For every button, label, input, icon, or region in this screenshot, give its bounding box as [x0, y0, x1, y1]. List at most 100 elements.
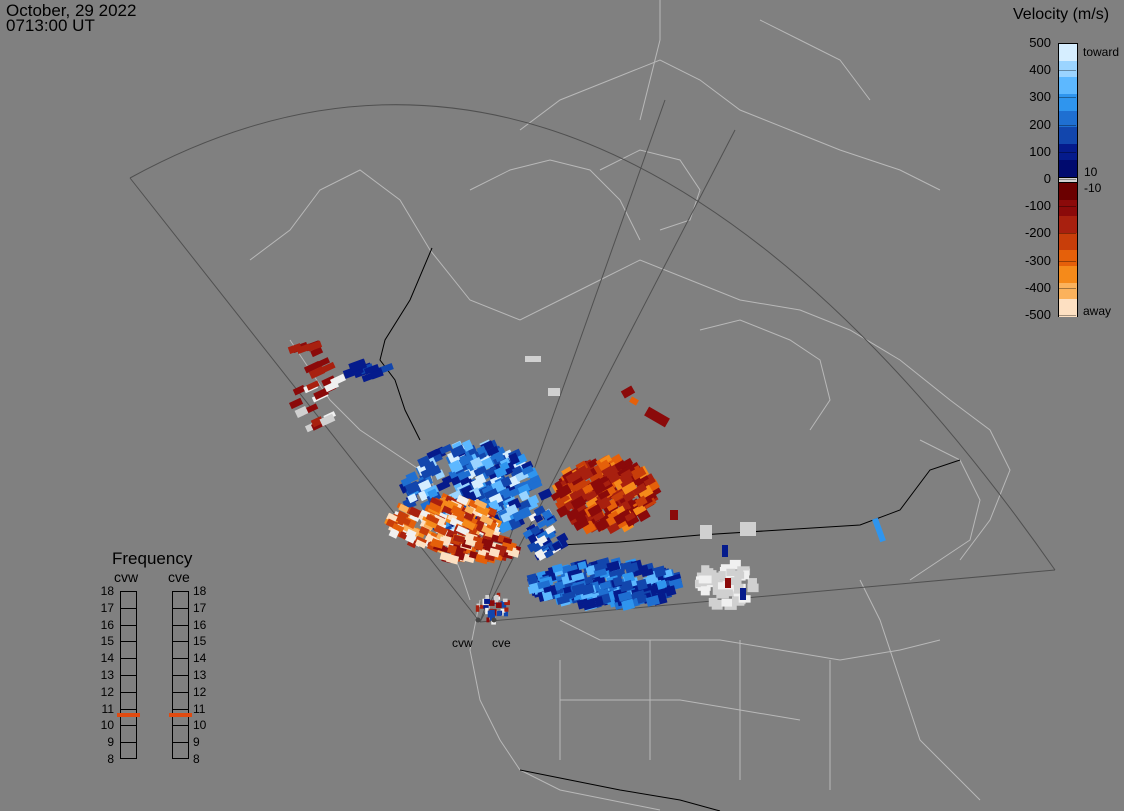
- colorbar-tick: [1058, 260, 1076, 262]
- echo-cell: [625, 514, 640, 528]
- echo-cell: [427, 488, 439, 499]
- echo-cell: [733, 570, 744, 578]
- echo-cell: [288, 397, 304, 410]
- colorbar-tick-label: -200: [1024, 225, 1051, 241]
- colorbar-segment: [1059, 44, 1077, 62]
- echo-cell: [636, 578, 648, 591]
- echo-cell: [723, 589, 736, 597]
- colorbar-segment: [1059, 143, 1077, 161]
- echo-cell: [708, 597, 718, 607]
- colorbar-tick: [1058, 97, 1076, 99]
- echo-cell: [607, 560, 621, 572]
- echo-cell: [324, 380, 340, 393]
- echo-cell: [622, 490, 635, 503]
- echo-cell: [398, 503, 410, 514]
- echo-cell: [533, 505, 546, 517]
- frequency-gridline: [120, 641, 137, 643]
- echo-cell: [653, 565, 667, 578]
- echo-cell: [698, 575, 712, 584]
- echo-cell: [592, 510, 605, 522]
- colorbar-tick-label: -400: [1024, 279, 1051, 295]
- echo-cell: [493, 466, 508, 479]
- velocity-echoes: [287, 340, 886, 625]
- echo-cell: [632, 503, 647, 516]
- echo-cell: [647, 484, 662, 498]
- echo-cell: [645, 595, 660, 607]
- echo-cell: [427, 502, 442, 513]
- echo-cell: [555, 483, 573, 499]
- echo-cell: [306, 380, 320, 391]
- colorbar-title: Velocity (m/s): [1013, 6, 1110, 23]
- echo-cell: [474, 516, 486, 527]
- echo-cell: [715, 572, 725, 580]
- frequency-gridline: [120, 607, 137, 609]
- echo-cell: [479, 604, 486, 609]
- echo-cell: [722, 545, 728, 557]
- echo-cell: [445, 553, 460, 565]
- echo-cell: [398, 515, 411, 526]
- echo-cell: [418, 526, 430, 536]
- echo-cell: [740, 522, 756, 536]
- echo-cell: [348, 358, 367, 373]
- echo-cell: [612, 576, 624, 587]
- frequency-gridline: [120, 742, 137, 744]
- frequency-level-label: 15: [100, 634, 114, 649]
- echo-cell: [571, 583, 586, 595]
- frequency-level-label: 15: [193, 634, 207, 649]
- frequency-level-label: 8: [107, 752, 114, 766]
- colorbar-segment: [1059, 183, 1077, 201]
- echo-cell: [475, 605, 480, 612]
- echo-cell: [417, 455, 431, 468]
- echo-cell: [717, 582, 727, 591]
- fields-of-view: [129, 99, 1056, 623]
- echo-cell: [599, 580, 612, 590]
- echo-cell: [587, 458, 599, 469]
- echo-cell: [310, 346, 324, 358]
- frequency-radar-cvw: cvw: [114, 569, 139, 585]
- echo-cell: [551, 563, 564, 573]
- echo-cell: [484, 598, 491, 604]
- echo-cell: [494, 594, 499, 602]
- echo-cell: [512, 509, 527, 522]
- frequency-gridline: [120, 708, 137, 710]
- coastlines: [249, 0, 1011, 811]
- echo-cell: [572, 479, 589, 493]
- echo-cell: [620, 385, 636, 399]
- echo-cell: [570, 495, 587, 511]
- colorbar-tick: [1058, 70, 1076, 72]
- echo-cell: [729, 559, 741, 570]
- echo-cell: [481, 524, 496, 536]
- echo-cell: [320, 361, 336, 374]
- echo-cell: [747, 578, 757, 588]
- frequency-gridline: [120, 658, 137, 660]
- colorbar-tick-label: 200: [1029, 116, 1051, 132]
- colorbar-tick: [1058, 206, 1076, 208]
- frequency-level-label: 14: [100, 651, 114, 666]
- echo-cell: [636, 594, 648, 604]
- echo-cell: [725, 578, 731, 588]
- echo-cell: [621, 481, 638, 495]
- echo-cell: [479, 514, 494, 526]
- echo-cell: [747, 583, 759, 593]
- echo-cell: [732, 596, 745, 606]
- echo-cell: [292, 384, 306, 396]
- echo-cell: [500, 512, 512, 523]
- echo-cell: [508, 452, 520, 466]
- frequency-marker-cve: [169, 713, 192, 718]
- echo-cell: [582, 483, 594, 495]
- echo-cell: [518, 490, 530, 502]
- echo-cell: [461, 439, 474, 452]
- borders: [379, 247, 961, 811]
- date-label: October, 29 2022: [6, 1, 137, 20]
- echo-cell: [303, 360, 322, 374]
- echo-cell: [432, 538, 444, 549]
- echo-cell: [498, 520, 513, 534]
- echo-cell: [619, 508, 632, 520]
- echo-cell: [545, 529, 556, 540]
- echo-cell: [489, 609, 495, 615]
- echo-cell: [598, 489, 611, 501]
- echo-cell: [551, 540, 563, 551]
- frequency-level-label: 16: [193, 617, 207, 632]
- echo-cell: [562, 591, 576, 601]
